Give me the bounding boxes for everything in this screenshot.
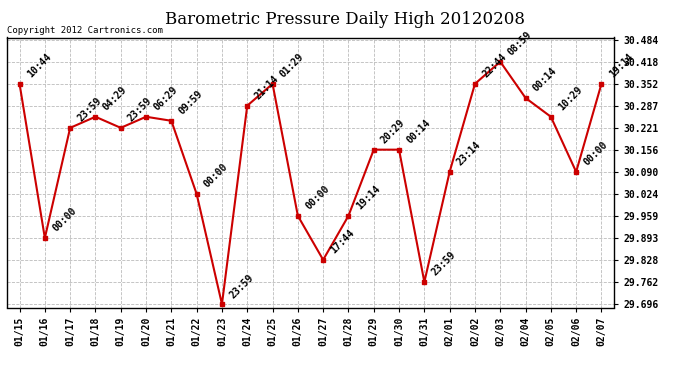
Text: 23:59: 23:59 — [228, 272, 255, 300]
Text: 00:14: 00:14 — [531, 66, 559, 94]
Text: Barometric Pressure Daily High 20120208: Barometric Pressure Daily High 20120208 — [165, 11, 525, 28]
Text: 17:44: 17:44 — [328, 228, 357, 256]
Text: 09:59: 09:59 — [177, 89, 205, 117]
Text: 23:14: 23:14 — [455, 140, 483, 168]
Text: 21:14: 21:14 — [253, 74, 281, 102]
Text: 23:59: 23:59 — [126, 96, 154, 124]
Text: 00:00: 00:00 — [304, 184, 331, 211]
Text: 19:14: 19:14 — [607, 52, 635, 80]
Text: 00:14: 00:14 — [404, 118, 433, 146]
Text: 00:00: 00:00 — [202, 162, 230, 190]
Text: 00:00: 00:00 — [50, 206, 78, 234]
Text: 06:29: 06:29 — [152, 85, 179, 112]
Text: 08:59: 08:59 — [506, 30, 533, 57]
Text: 22:44: 22:44 — [480, 52, 509, 80]
Text: 10:29: 10:29 — [556, 85, 584, 112]
Text: 19:14: 19:14 — [354, 184, 382, 211]
Text: 23:59: 23:59 — [430, 250, 457, 278]
Text: 23:59: 23:59 — [76, 96, 104, 124]
Text: Copyright 2012 Cartronics.com: Copyright 2012 Cartronics.com — [7, 26, 163, 35]
Text: 04:29: 04:29 — [101, 85, 129, 112]
Text: 01:29: 01:29 — [278, 52, 306, 80]
Text: 10:44: 10:44 — [25, 52, 53, 80]
Text: 00:00: 00:00 — [582, 140, 609, 168]
Text: 20:29: 20:29 — [380, 118, 407, 146]
